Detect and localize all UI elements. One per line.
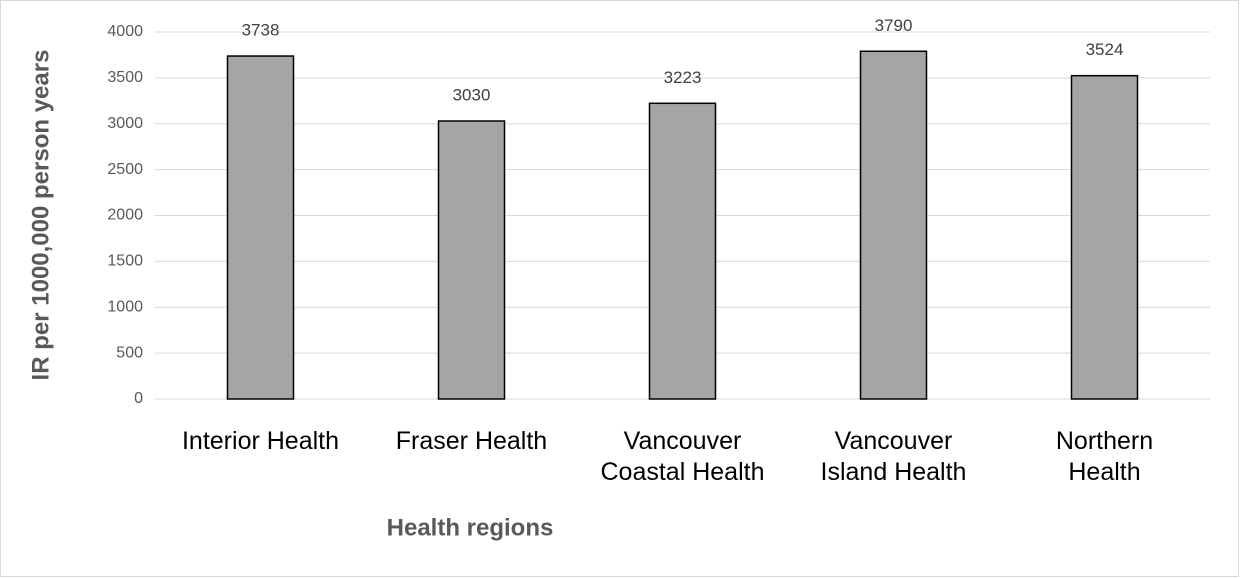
x-tick-label: Vancouver Island Health: [820, 427, 967, 486]
data-label: 3030: [453, 85, 491, 104]
y-tick-label: 3000: [107, 115, 143, 132]
y-tick-label: 2500: [107, 161, 143, 178]
y-tick-label: 3500: [107, 69, 143, 86]
bar: [1070, 74, 1139, 400]
bar: [859, 50, 928, 400]
bar: [437, 120, 506, 400]
bar: [226, 55, 295, 400]
y-tick-label: 500: [116, 344, 143, 361]
y-tick-label: 4000: [107, 23, 143, 40]
data-label: 3524: [1086, 40, 1124, 59]
y-tick-label: 2000: [107, 207, 143, 224]
y-axis-title: IR per 1000,000 person years: [27, 50, 54, 381]
data-label: 3790: [875, 16, 913, 35]
data-label: 3738: [242, 21, 280, 40]
y-tick-label: 1500: [107, 253, 143, 270]
y-tick-label: 0: [134, 390, 143, 407]
x-tick-label: Interior Health: [181, 427, 340, 455]
x-tick-label: Fraser Health: [395, 427, 548, 455]
bar: [648, 102, 717, 400]
x-axis-title: Health regions: [387, 514, 554, 541]
data-label: 3223: [664, 68, 702, 87]
y-tick-label: 1000: [107, 298, 143, 315]
x-tick-label: Vancouver Coastal Health: [600, 427, 765, 486]
x-tick-label: Northern Health: [1055, 427, 1154, 486]
